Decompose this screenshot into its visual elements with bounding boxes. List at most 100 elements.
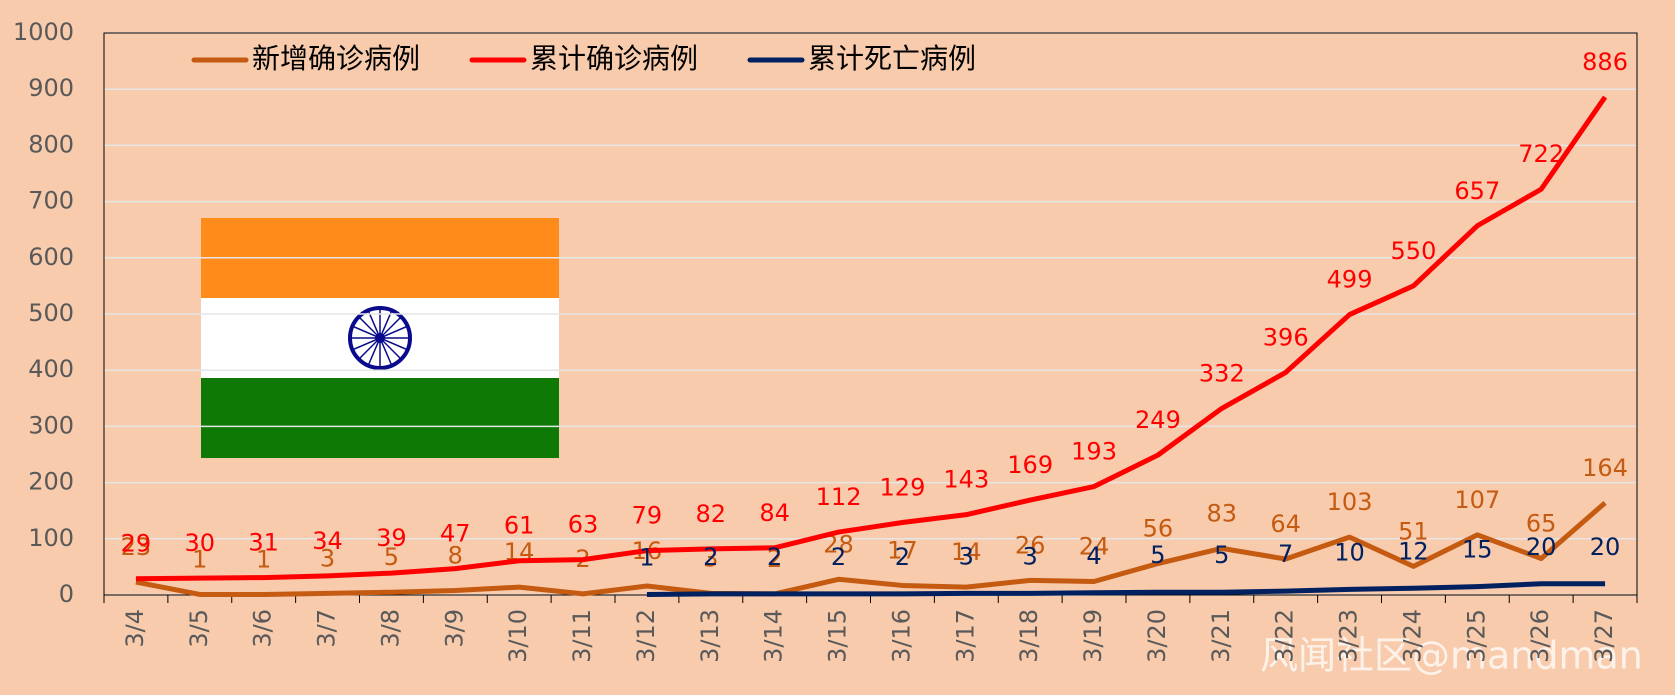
data-label: 5 (384, 543, 399, 571)
data-label: 396 (1263, 323, 1309, 351)
data-label: 193 (1071, 438, 1117, 466)
y-tick-label: 200 (28, 468, 74, 496)
x-tick-label: 3/12 (632, 609, 660, 663)
x-tick-label: 3/8 (376, 609, 404, 648)
data-label: 1 (192, 545, 207, 573)
data-label: 722 (1518, 140, 1564, 168)
data-label: 112 (816, 483, 862, 511)
data-label: 169 (1007, 451, 1053, 479)
y-tick-label: 800 (28, 130, 74, 158)
data-label: 64 (1270, 510, 1301, 538)
y-tick-label: 100 (28, 524, 74, 552)
legend-label: 累计确诊病例 (530, 42, 698, 75)
data-label: 550 (1391, 237, 1437, 265)
x-tick-label: 3/10 (504, 609, 532, 663)
data-label: 103 (1327, 488, 1373, 516)
data-label: 12 (1398, 537, 1429, 565)
data-label: 332 (1199, 359, 1245, 387)
data-label: 2 (831, 543, 846, 571)
data-label: 1 (256, 545, 271, 573)
data-label: 26 (1015, 531, 1046, 559)
x-tick-label: 3/20 (1143, 609, 1171, 663)
data-label: 15 (1462, 536, 1493, 564)
data-label: 7 (1278, 540, 1293, 568)
x-tick-label: 3/27 (1590, 609, 1618, 663)
data-label: 65 (1526, 509, 1557, 537)
data-label: 83 (1207, 499, 1238, 527)
x-tick-label: 3/25 (1462, 609, 1490, 663)
data-label: 2 (767, 545, 782, 573)
data-label: 164 (1582, 454, 1628, 482)
data-label: 14 (951, 538, 982, 566)
data-label: 10 (1334, 538, 1365, 566)
data-label: 82 (696, 500, 727, 528)
data-label: 657 (1454, 177, 1500, 205)
x-tick-label: 3/14 (760, 609, 788, 663)
x-tick-label: 3/11 (568, 609, 596, 663)
x-tick-label: 3/9 (440, 609, 468, 648)
x-tick-label: 3/24 (1398, 609, 1426, 663)
y-tick-label: 1000 (13, 18, 74, 46)
data-label: 24 (1079, 533, 1110, 561)
x-tick-label: 3/5 (185, 609, 213, 648)
line (135, 500, 1607, 597)
data-label: 31 (248, 529, 279, 557)
y-tick-label: 0 (59, 580, 74, 608)
x-tick-label: 3/19 (1079, 609, 1107, 663)
data-label: 143 (943, 466, 989, 494)
data-label: 3 (959, 542, 974, 570)
x-tick-label: 3/6 (249, 609, 277, 648)
x-tick-label: 3/21 (1207, 609, 1235, 663)
data-label: 129 (880, 474, 926, 502)
x-tick-label: 3/13 (696, 609, 724, 663)
data-label: 107 (1454, 486, 1500, 514)
y-tick-label: 700 (28, 187, 74, 215)
data-label: 2 (703, 543, 718, 571)
data-label: 47 (440, 520, 471, 548)
watermark: 风闻社区@mandman (1260, 634, 1643, 678)
data-label: 5 (1214, 541, 1229, 569)
x-tick-label: 3/18 (1015, 609, 1043, 663)
data-label: 1 (639, 543, 654, 571)
legend-label: 累计死亡病例 (808, 42, 976, 75)
data-label: 51 (1398, 517, 1429, 545)
x-tick-label: 3/23 (1335, 609, 1363, 663)
data-label: 3 (1023, 542, 1038, 570)
data-label: 39 (376, 524, 407, 552)
data-label: 8 (448, 542, 463, 570)
x-tick-label: 3/26 (1526, 609, 1554, 663)
data-label: 84 (759, 499, 790, 527)
data-label: 3 (320, 544, 335, 572)
data-label: 34 (312, 527, 343, 555)
data-label: 2 (895, 543, 910, 571)
x-tick-label: 3/15 (824, 609, 852, 663)
x-tick-label: 3/17 (951, 609, 979, 663)
x-tick-label: 3/4 (121, 609, 149, 648)
data-label: 249 (1135, 406, 1181, 434)
data-label: 5 (1150, 541, 1165, 569)
line (646, 581, 1606, 597)
data-label: 886 (1582, 48, 1628, 76)
data-label: 20 (1590, 533, 1621, 561)
data-label: 56 (1143, 515, 1174, 543)
x-tick-label: 3/22 (1271, 609, 1299, 663)
data-label: 20 (1526, 533, 1557, 561)
legend-label: 新增确诊病例 (252, 42, 420, 75)
data-label: 30 (185, 529, 216, 557)
flag (201, 218, 559, 458)
data-label: 79 (632, 502, 663, 530)
data-label: 63 (568, 511, 599, 539)
y-tick-label: 600 (28, 243, 74, 271)
y-tick-label: 500 (28, 299, 74, 327)
y-tick-label: 400 (28, 355, 74, 383)
y-tick-label: 900 (28, 74, 74, 102)
data-label: 23 (121, 533, 152, 561)
data-label: 499 (1327, 266, 1373, 294)
data-label: 2 (767, 543, 782, 571)
data-label: 61 (504, 512, 535, 540)
data-label: 17 (887, 536, 918, 564)
x-tick-label: 3/7 (313, 609, 341, 648)
data-label: 4 (1086, 542, 1101, 570)
line (135, 95, 1608, 582)
